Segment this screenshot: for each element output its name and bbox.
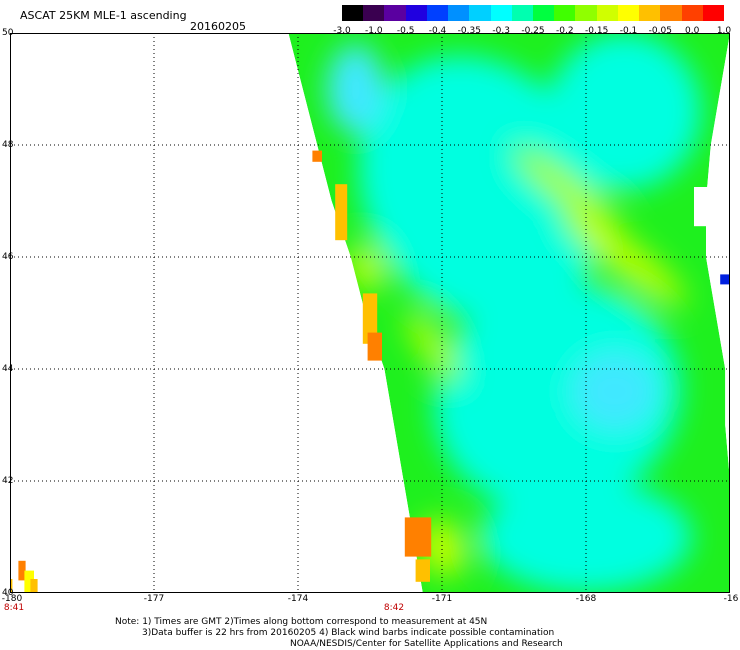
latitude-label: 46 bbox=[2, 252, 14, 262]
colorbar-swatch bbox=[554, 5, 576, 21]
colorbar-swatch bbox=[342, 5, 364, 21]
colorbar-swatch bbox=[405, 5, 427, 21]
latitude-label: 42 bbox=[2, 476, 14, 486]
colorbar-tick-label: -1.0 bbox=[365, 26, 383, 36]
longitude-label: -168 bbox=[575, 594, 597, 604]
colorbar-swatch bbox=[490, 5, 512, 21]
colorbar-swatch bbox=[660, 5, 682, 21]
longitude-label: -16 bbox=[723, 594, 739, 604]
wind-band bbox=[563, 208, 686, 306]
outlier-pixel bbox=[720, 274, 730, 285]
wind-patch bbox=[358, 55, 603, 325]
colorbar-swatch bbox=[469, 5, 491, 21]
edge-pixel bbox=[30, 579, 38, 593]
wind-band bbox=[405, 310, 459, 383]
edge-pixel bbox=[362, 293, 378, 344]
latitude-label: 50 bbox=[2, 28, 14, 38]
edge-pixel bbox=[24, 570, 34, 593]
longitude-label: -171 bbox=[431, 594, 453, 604]
wind-patch bbox=[326, 44, 385, 134]
wind-map bbox=[10, 33, 730, 593]
colorbar-labels: -3.0 -1.0 -0.5 -0.4 -0.35 -0.3 -0.25 -0.2 -0.15-… bbox=[330, 26, 732, 40]
colorbar-swatch bbox=[617, 5, 640, 21]
longitude-label: -174 bbox=[287, 594, 309, 604]
time-label: 8:42 bbox=[383, 603, 405, 613]
colorbar-swatch bbox=[363, 5, 385, 21]
colorbar-swatch bbox=[384, 5, 406, 21]
note-line-2: 3)Data buffer is 22 hrs from 20160205 4)… bbox=[142, 628, 555, 638]
colorbar-swatch bbox=[639, 5, 661, 21]
colorbar-swatch bbox=[532, 5, 555, 21]
latitude-label: 48 bbox=[2, 140, 14, 150]
colorbar-swatch bbox=[681, 5, 703, 21]
time-label: 8:41 bbox=[3, 603, 25, 613]
longitude-label: -177 bbox=[143, 594, 165, 604]
edge-pixels bbox=[10, 150, 730, 593]
colorbar-tick-label: -0.3 bbox=[492, 26, 510, 36]
credit-line: NOAA/NESDIS/Center for Satellite Applica… bbox=[290, 639, 563, 649]
wind-field bbox=[326, 33, 702, 593]
colorbar-tick-label: -0.1 bbox=[619, 26, 638, 36]
colorbar-swatch bbox=[426, 5, 449, 21]
lat-lon-grid bbox=[10, 33, 730, 593]
note-line-1: Note: 1) Times are GMT 2)Times along bot… bbox=[115, 617, 488, 627]
edge-pixel bbox=[404, 517, 432, 557]
colorbar-tick-label: -0.35 bbox=[457, 26, 481, 36]
colorbar-tick-label: -0.25 bbox=[521, 26, 545, 36]
colorbar-tick-label: -0.5 bbox=[396, 26, 415, 36]
wind-patch bbox=[547, 33, 702, 190]
edge-pixel bbox=[10, 579, 13, 593]
swath-data bbox=[288, 33, 730, 593]
colorbar-tick-label: 0.0 bbox=[684, 26, 700, 36]
colorbar-tick-label: -0.15 bbox=[585, 26, 609, 36]
product-title: ASCAT 25KM MLE-1 ascending bbox=[20, 9, 187, 22]
edge-pixel bbox=[18, 560, 26, 581]
colorbar-tick-label: -0.4 bbox=[428, 26, 447, 36]
colorbar-swatch bbox=[702, 5, 724, 21]
colorbar bbox=[342, 5, 724, 21]
colorbar-tick-label: -0.2 bbox=[556, 26, 574, 36]
longitude-label: -180 bbox=[1, 594, 23, 604]
edge-pixel bbox=[312, 150, 322, 162]
latitude-label: 40 bbox=[2, 588, 14, 598]
edge-pixel bbox=[335, 184, 348, 241]
edge-pixel bbox=[367, 332, 382, 361]
colorbar-tick-label: -0.05 bbox=[648, 26, 672, 36]
colorbar-tick-label: 1.0 bbox=[716, 26, 732, 36]
colorbar-swatch bbox=[511, 5, 533, 21]
wind-band bbox=[513, 147, 621, 233]
latitude-label: 44 bbox=[2, 364, 14, 374]
wind-patch bbox=[571, 352, 658, 431]
data-gap bbox=[720, 310, 730, 339]
wind-patch bbox=[433, 283, 681, 511]
colorbar-swatch bbox=[448, 5, 470, 21]
colorbar-swatch bbox=[596, 5, 618, 21]
data-gap bbox=[694, 187, 718, 227]
product-date: 20160205 bbox=[190, 20, 246, 33]
colorbar-tick-label: -3.0 bbox=[333, 26, 351, 36]
edge-pixel bbox=[415, 559, 430, 582]
colorbar-swatch bbox=[575, 5, 597, 21]
map-frame bbox=[10, 33, 730, 593]
